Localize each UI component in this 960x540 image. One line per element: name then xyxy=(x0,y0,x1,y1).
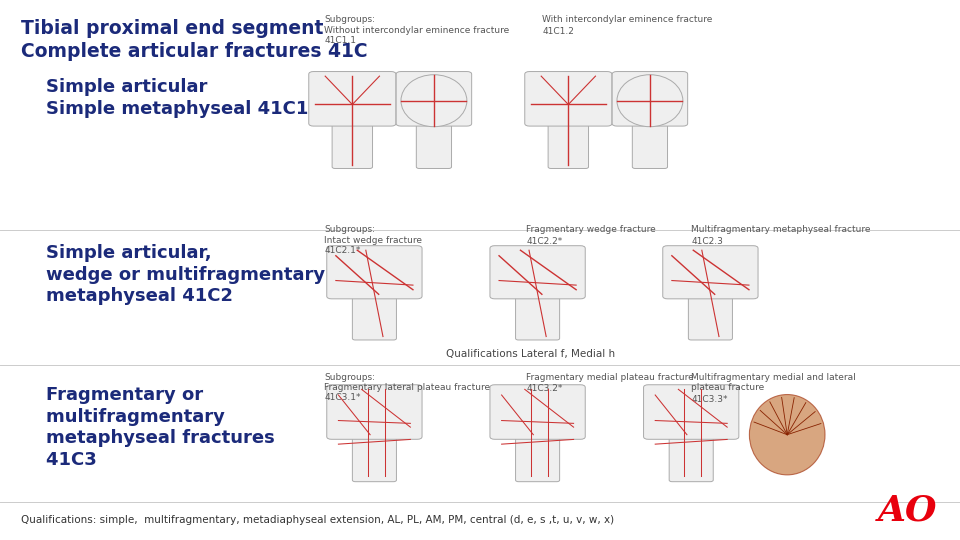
FancyBboxPatch shape xyxy=(396,71,471,126)
FancyBboxPatch shape xyxy=(490,246,586,299)
FancyBboxPatch shape xyxy=(417,113,451,168)
FancyBboxPatch shape xyxy=(688,286,732,340)
FancyBboxPatch shape xyxy=(326,384,422,440)
Text: Qualifications Lateral f, Medial h: Qualifications Lateral f, Medial h xyxy=(446,349,615,359)
Text: Qualifications: simple,  multifragmentary, metadiaphyseal extension, AL, PL, AM,: Qualifications: simple, multifragmentary… xyxy=(21,515,614,525)
Text: Simple articular
    Simple metaphyseal 41C1: Simple articular Simple metaphyseal 41C1 xyxy=(21,78,308,118)
FancyBboxPatch shape xyxy=(669,427,713,482)
Text: 41C2.3: 41C2.3 xyxy=(691,237,723,246)
FancyBboxPatch shape xyxy=(633,113,667,168)
Text: Fragmentary wedge fracture: Fragmentary wedge fracture xyxy=(526,225,656,234)
Ellipse shape xyxy=(617,75,683,127)
Text: Subgroups:
Without intercondylar eminence fracture: Subgroups: Without intercondylar eminenc… xyxy=(324,15,510,35)
FancyBboxPatch shape xyxy=(326,246,422,299)
Ellipse shape xyxy=(750,395,825,475)
Ellipse shape xyxy=(401,75,467,127)
FancyBboxPatch shape xyxy=(309,71,396,126)
FancyBboxPatch shape xyxy=(352,427,396,482)
Text: 41C1.2: 41C1.2 xyxy=(542,27,574,36)
Text: Multifragmentary metaphyseal fracture: Multifragmentary metaphyseal fracture xyxy=(691,225,871,234)
FancyBboxPatch shape xyxy=(516,427,560,482)
Text: 41C2.1*: 41C2.1* xyxy=(324,246,361,255)
Text: Fragmentary medial plateau fracture: Fragmentary medial plateau fracture xyxy=(526,373,694,382)
Text: 41C2.2*: 41C2.2* xyxy=(526,237,563,246)
FancyBboxPatch shape xyxy=(548,113,588,168)
FancyBboxPatch shape xyxy=(525,71,612,126)
Text: 41C3.2*: 41C3.2* xyxy=(526,384,563,394)
FancyBboxPatch shape xyxy=(516,286,560,340)
FancyBboxPatch shape xyxy=(662,246,758,299)
Text: Fragmentary or
    multifragmentary
    metaphyseal fractures
    41C3: Fragmentary or multifragmentary metaphys… xyxy=(21,386,275,469)
Text: Simple articular,
    wedge or multifragmentary
    metaphyseal 41C2: Simple articular, wedge or multifragment… xyxy=(21,244,325,305)
Text: 41C3.1*: 41C3.1* xyxy=(324,393,361,402)
FancyBboxPatch shape xyxy=(490,384,586,440)
FancyBboxPatch shape xyxy=(612,71,687,126)
Text: AO: AO xyxy=(877,494,937,527)
Text: Subgroups:
Intact wedge fracture: Subgroups: Intact wedge fracture xyxy=(324,225,422,245)
Text: 41C1.1: 41C1.1 xyxy=(324,36,356,45)
Text: Tibial proximal end segment
Complete articular fractures 41C: Tibial proximal end segment Complete art… xyxy=(21,19,368,60)
Text: Multifragmentary medial and lateral
plateau fracture: Multifragmentary medial and lateral plat… xyxy=(691,373,856,392)
Text: With intercondylar eminence fracture: With intercondylar eminence fracture xyxy=(542,15,712,24)
FancyBboxPatch shape xyxy=(352,286,396,340)
Text: Subgroups:
Fragmentary lateral plateau fracture: Subgroups: Fragmentary lateral plateau f… xyxy=(324,373,491,392)
FancyBboxPatch shape xyxy=(332,113,372,168)
Text: 41C3.3*: 41C3.3* xyxy=(691,395,728,404)
FancyBboxPatch shape xyxy=(643,384,739,440)
